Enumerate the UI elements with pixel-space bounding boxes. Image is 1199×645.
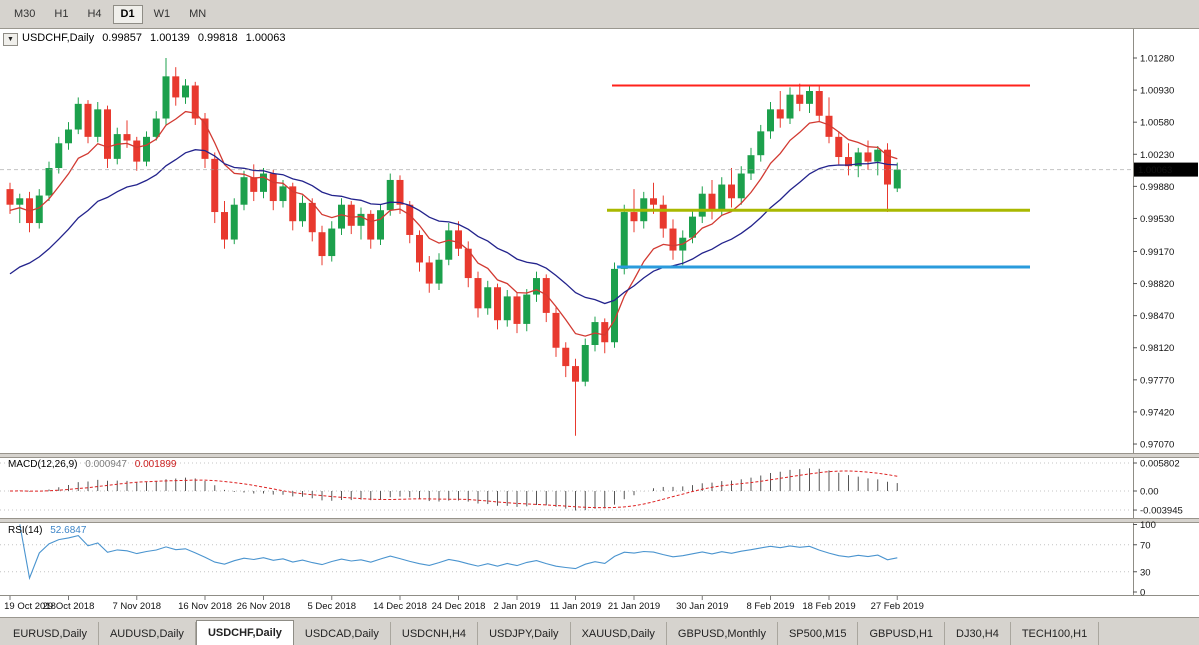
timeframe-button-h4[interactable]: H4 bbox=[87, 7, 102, 20]
svg-text:1.00063: 1.00063 bbox=[1138, 165, 1172, 176]
ohlc-high: 1.00139 bbox=[150, 32, 190, 44]
timeframe-button-mn[interactable]: MN bbox=[189, 7, 207, 20]
svg-text:0.98470: 0.98470 bbox=[1140, 311, 1174, 322]
macd-main-value: 0.000947 bbox=[85, 459, 127, 470]
chart-tab-gbpusd-monthly[interactable]: GBPUSD,Monthly bbox=[666, 622, 778, 645]
timeframe-button-w1[interactable]: W1 bbox=[153, 7, 171, 20]
rsi-value: 52.6847 bbox=[50, 525, 87, 536]
rsi-title: RSI(14) bbox=[8, 525, 43, 536]
svg-text:27 Feb 2019: 27 Feb 2019 bbox=[871, 601, 924, 612]
svg-text:1.00930: 1.00930 bbox=[1140, 86, 1174, 97]
chart-tab-usdchf-daily[interactable]: USDCHF,Daily bbox=[195, 620, 294, 645]
timeframe-button-d1[interactable]: D1 bbox=[112, 4, 143, 24]
svg-text:30 Jan 2019: 30 Jan 2019 bbox=[676, 601, 728, 612]
rsi-scale[interactable]: 100 70 30 0 bbox=[0, 520, 1156, 599]
svg-text:7 Nov 2018: 7 Nov 2018 bbox=[112, 601, 161, 612]
svg-text:0.98120: 0.98120 bbox=[1140, 343, 1174, 354]
price-scale[interactable]: 1.01280 1.00930 1.00580 1.00230 0.99880 0.995… bbox=[1133, 54, 1174, 451]
ohlc-close: 1.00063 bbox=[245, 32, 286, 44]
chart-window[interactable]: 1.01280 1.00930 1.00580 1.00230 0.99880 0.995… bbox=[0, 29, 1199, 617]
chart-tab-dj30-h4[interactable]: DJ30,H4 bbox=[945, 622, 1011, 645]
svg-text:8 Feb 2019: 8 Feb 2019 bbox=[746, 601, 794, 612]
moving-averages-layer bbox=[9, 110, 898, 337]
svg-text:0.99530: 0.99530 bbox=[1140, 214, 1174, 225]
chart-tab-eurusd-daily[interactable]: EURUSD,Daily bbox=[2, 622, 99, 645]
rsi-indicator-label: RSI(14) 52.6847 bbox=[8, 525, 91, 536]
svg-text:21 Jan 2019: 21 Jan 2019 bbox=[608, 601, 660, 612]
chart-tab-sp500-m15[interactable]: SP500,M15 bbox=[777, 622, 859, 645]
macd-histogram bbox=[19, 468, 898, 511]
chart-tab-usdcad-daily[interactable]: USDCAD,Daily bbox=[293, 622, 391, 645]
chart-tab-usdcnh-h4[interactable]: USDCNH,H4 bbox=[390, 622, 479, 645]
svg-text:0.005802: 0.005802 bbox=[1140, 458, 1180, 469]
horizontal-lines-layer bbox=[607, 84, 1030, 269]
chart-symbol-period: USDCHF,Daily bbox=[22, 32, 95, 44]
macd-title: MACD(12,26,9) bbox=[8, 459, 78, 470]
macd-signal-value: 0.001899 bbox=[134, 459, 177, 470]
timeframe-toolbar: M30 H1 H4 D1 W1 MN bbox=[0, 0, 1199, 29]
svg-text:70: 70 bbox=[1140, 540, 1151, 551]
ohlc-open: 0.99857 bbox=[102, 32, 142, 44]
svg-text:24 Dec 2018: 24 Dec 2018 bbox=[432, 601, 486, 612]
chart-tab-usdjpy-daily[interactable]: USDJPY,Daily bbox=[478, 622, 571, 645]
svg-text:14 Dec 2018: 14 Dec 2018 bbox=[373, 601, 427, 612]
svg-text:0.98820: 0.98820 bbox=[1140, 279, 1174, 290]
svg-text:5 Dec 2018: 5 Dec 2018 bbox=[307, 601, 356, 612]
candles-layer bbox=[6, 58, 901, 436]
svg-text:1.01280: 1.01280 bbox=[1140, 54, 1174, 65]
panel-separator[interactable] bbox=[0, 518, 1199, 523]
collapse-arrow-icon: ▼ bbox=[7, 36, 14, 43]
rsi-line bbox=[19, 524, 898, 581]
svg-text:0.99880: 0.99880 bbox=[1140, 182, 1174, 193]
svg-text:19 Oct 2018: 19 Oct 2018 bbox=[4, 601, 56, 612]
chart-tab-tech100-h1[interactable]: TECH100,H1 bbox=[1010, 622, 1100, 645]
svg-text:0.97770: 0.97770 bbox=[1140, 375, 1174, 386]
collapse-chart-button[interactable]: ▼ bbox=[3, 33, 18, 46]
timeframe-button-m30[interactable]: M30 bbox=[14, 7, 36, 20]
macd-scale[interactable]: 0.005802 0.00 -0.003945 bbox=[0, 458, 1183, 517]
chart-canvas[interactable]: 1.01280 1.00930 1.00580 1.00230 0.99880 0.995… bbox=[0, 29, 1199, 617]
svg-text:100: 100 bbox=[1140, 520, 1156, 531]
svg-text:16 Nov 2018: 16 Nov 2018 bbox=[178, 601, 232, 612]
panel-separator[interactable] bbox=[0, 453, 1199, 458]
svg-text:-0.003945: -0.003945 bbox=[1140, 506, 1183, 517]
svg-text:11 Jan 2019: 11 Jan 2019 bbox=[550, 601, 602, 612]
chart-tabs-bar: EURUSD,Daily AUDUSD,Daily USDCHF,Daily USDC… bbox=[0, 617, 1199, 645]
macd-signal-line bbox=[9, 470, 898, 509]
chart-tab-xauusd-daily[interactable]: XAUUSD,Daily bbox=[570, 622, 667, 645]
svg-text:0.97070: 0.97070 bbox=[1140, 440, 1174, 451]
svg-text:0.99170: 0.99170 bbox=[1140, 247, 1174, 258]
svg-text:30: 30 bbox=[1140, 567, 1151, 578]
svg-text:0.97420: 0.97420 bbox=[1140, 407, 1174, 418]
macd-indicator-label: MACD(12,26,9) 0.000947 0.001899 bbox=[8, 459, 181, 470]
svg-text:0.00: 0.00 bbox=[1140, 487, 1159, 498]
svg-text:1.00580: 1.00580 bbox=[1140, 118, 1174, 129]
svg-text:0: 0 bbox=[1140, 588, 1145, 599]
current-price-badge: 1.00063 bbox=[1134, 162, 1198, 177]
ma-fast-line bbox=[9, 110, 898, 337]
chart-tab-gbpusd-h1[interactable]: GBPUSD,H1 bbox=[858, 622, 946, 645]
svg-text:18 Feb 2019: 18 Feb 2019 bbox=[802, 601, 855, 612]
ma-slow-line bbox=[9, 149, 898, 305]
svg-text:2 Jan 2019: 2 Jan 2019 bbox=[493, 601, 540, 612]
svg-text:29 Oct 2018: 29 Oct 2018 bbox=[43, 601, 95, 612]
svg-text:26 Nov 2018: 26 Nov 2018 bbox=[237, 601, 291, 612]
timeframe-button-h1[interactable]: H1 bbox=[54, 7, 69, 20]
chart-title: USDCHF,Daily 0.99857 1.00139 0.99818 1.0… bbox=[22, 32, 290, 44]
ohlc-low: 0.99818 bbox=[197, 32, 238, 44]
chart-tab-audusd-daily[interactable]: AUDUSD,Daily bbox=[98, 622, 196, 645]
svg-text:1.00230: 1.00230 bbox=[1140, 150, 1174, 161]
